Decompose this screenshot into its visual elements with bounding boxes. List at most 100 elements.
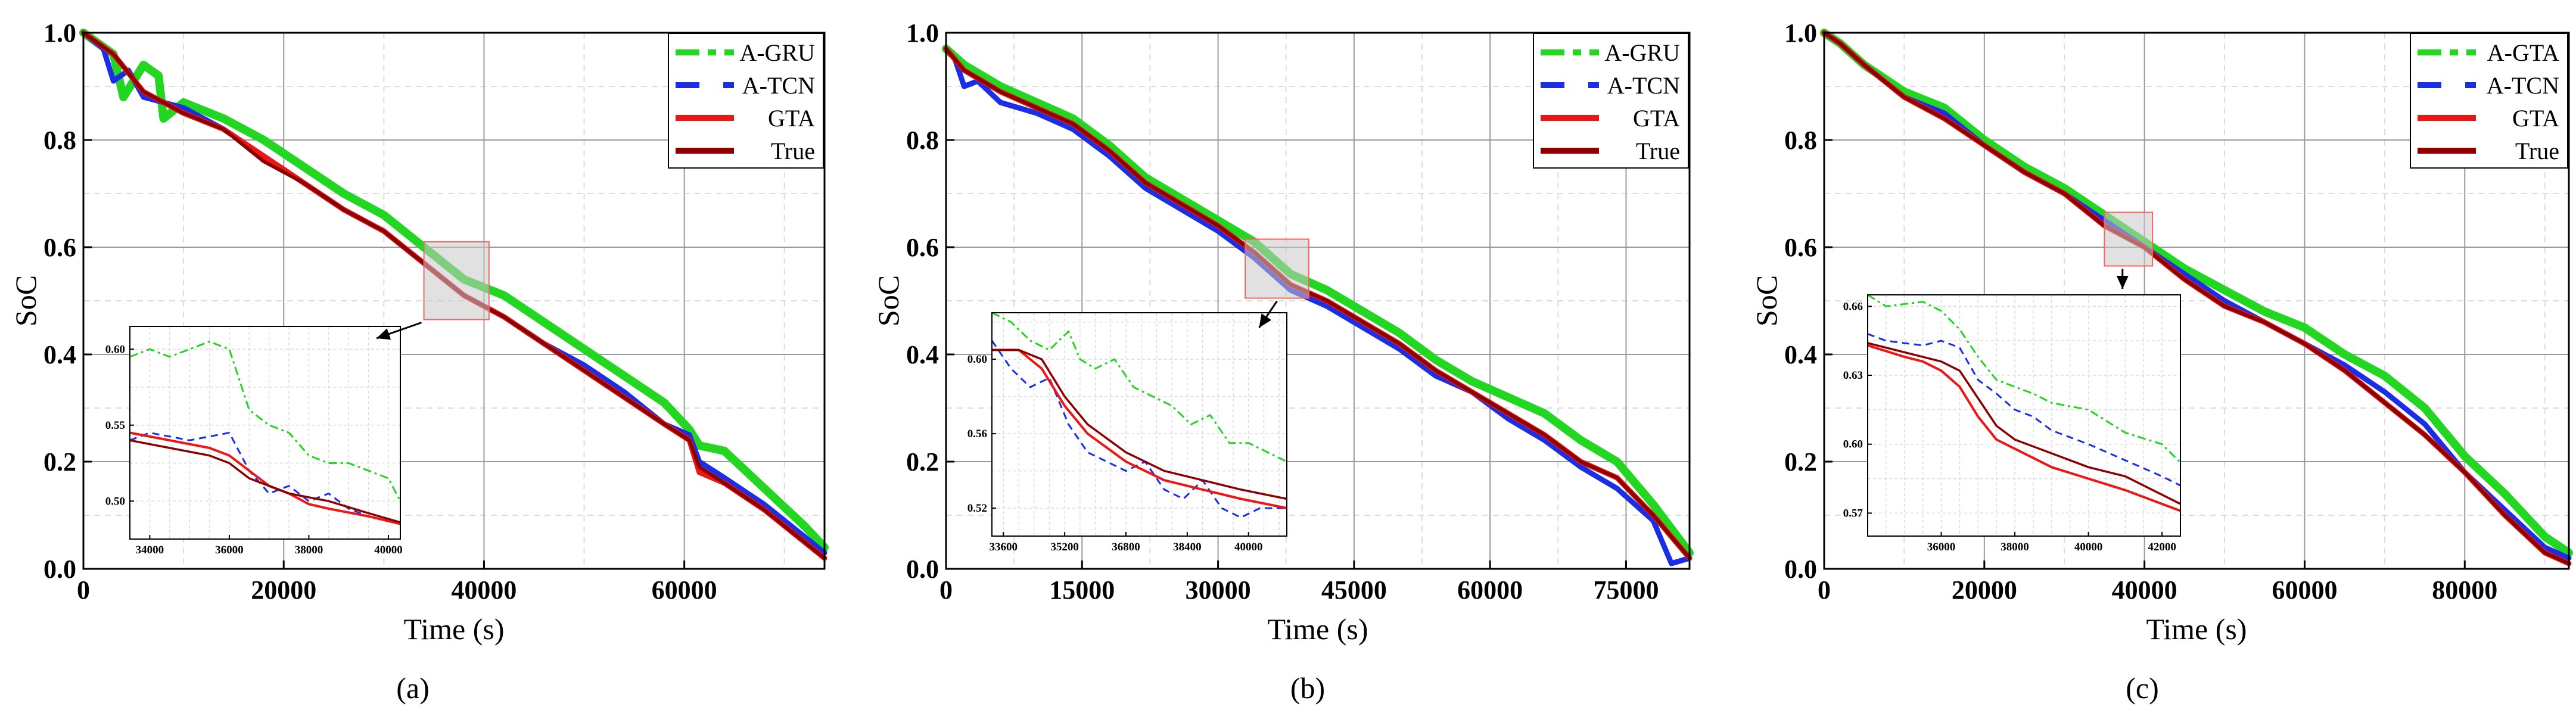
- legend-label: A-TCN: [1607, 72, 1680, 99]
- inset-x-tick-label: 34000: [136, 544, 164, 556]
- legend-label: True: [1636, 138, 1680, 164]
- inset-x-tick-label: 38400: [1173, 541, 1202, 553]
- plot-frame: [82, 32, 826, 570]
- series-line-a-gta: [1820, 29, 2573, 557]
- legend-label: A-GRU: [739, 39, 815, 66]
- legend: A-GRU A-TCN GTA True: [1533, 33, 1689, 169]
- y-tick-label: 1.0: [1784, 18, 1817, 48]
- inset-x-tick-label: 36000: [215, 544, 244, 556]
- inset-x-tick-label: 42000: [2148, 541, 2176, 553]
- chart-panel-c: 0 20000 40000 60000 80000 0.0 0.2 0.4 0.6 0.8 1.0 T…: [1750, 18, 2573, 705]
- legend: A-GTA A-TCN GTA True: [2410, 33, 2568, 169]
- x-axis-title: Time (s): [1267, 612, 1368, 646]
- x-tick-label: 60000: [652, 575, 717, 605]
- x-tick-label: 0: [1818, 575, 1831, 605]
- panel-caption: (a): [396, 671, 430, 705]
- inset-series-a-gru: [129, 341, 402, 502]
- x-tick-label: 0: [77, 575, 90, 605]
- y-tick-label: 0.0: [1784, 555, 1817, 584]
- x-tick-label: 20000: [1952, 575, 2017, 605]
- legend-label: True: [771, 138, 815, 164]
- legend-box: [2410, 33, 2568, 169]
- inset-background: [992, 313, 1287, 536]
- inset-frame: [991, 312, 1287, 537]
- y-tick-label: 0.8: [1784, 126, 1817, 155]
- inset-x-tick-label: 33600: [990, 541, 1018, 553]
- inset-y-tick-label: 0.52: [967, 502, 987, 515]
- legend: A-GRU A-TCN GTA True: [668, 33, 824, 169]
- inset-panel: 36000 38000 40000 42000 0.57 0.60 0.63 0.66: [1843, 294, 2182, 553]
- inset-y-tick-label: 0.57: [1843, 507, 1863, 519]
- y-tick-label: 0.0: [43, 555, 76, 584]
- inset-series-a-tcn: [1867, 333, 2181, 487]
- inset-y-tick-label: 0.60: [1843, 438, 1863, 451]
- y-tick-label: 0.8: [43, 126, 76, 155]
- inset-x-tick-label: 40000: [1234, 541, 1263, 553]
- legend-label: A-TCN: [742, 72, 815, 99]
- x-tick-label: 75000: [1593, 575, 1659, 605]
- x-tick-label: 15000: [1049, 575, 1115, 605]
- legend-label: A-GTA: [2487, 39, 2559, 66]
- plot-frame: [945, 32, 1691, 570]
- y-tick-label: 1.0: [43, 18, 76, 48]
- y-tick-label: 0.4: [43, 340, 76, 369]
- y-axis-title: SoC: [1750, 275, 1783, 326]
- inset-y-tick-label: 0.60: [105, 343, 125, 356]
- y-tick-label: 0.8: [906, 126, 939, 155]
- y-tick-label: 0.2: [1784, 447, 1817, 477]
- inset-x-tick-label: 40000: [374, 544, 403, 556]
- inset-frame: [1867, 294, 2181, 537]
- y-tick-label: 0.6: [1784, 233, 1817, 262]
- inset-series-true: [129, 439, 401, 524]
- chart-panel-b: 0 15000 30000 45000 60000 75000 0.0 0.2 0.4 0.6 0.…: [872, 18, 1694, 705]
- y-axis-title: SoC: [872, 275, 905, 326]
- legend-label: A-GRU: [1604, 39, 1680, 66]
- inset-panel: 33600 35200 36800 38400 40000 0.52 0.56 0.60: [967, 312, 1287, 553]
- legend-box: [1533, 33, 1689, 169]
- inset-series-true: [1867, 342, 2181, 505]
- x-tick-label: 60000: [2272, 575, 2337, 605]
- x-tick-label: 20000: [251, 575, 316, 605]
- x-tick-label: 40000: [2112, 575, 2177, 605]
- panel-caption: (b): [1290, 671, 1325, 705]
- inset-y-tick-label: 0.60: [967, 353, 987, 366]
- legend-label: GTA: [1633, 105, 1680, 132]
- inset-background: [130, 326, 400, 539]
- inset-x-tick-label: 38000: [295, 544, 323, 556]
- zoom-arrow-head: [377, 328, 391, 340]
- y-tick-label: 0.6: [906, 233, 939, 262]
- panel-caption: (c): [2126, 671, 2159, 705]
- inset-y-tick-label: 0.66: [1843, 300, 1863, 313]
- y-tick-label: 0.2: [906, 447, 939, 477]
- legend-label: True: [2515, 138, 2559, 164]
- inset-series-gta: [1867, 344, 2181, 512]
- x-tick-label: 80000: [2432, 575, 2497, 605]
- y-tick-label: 0.2: [43, 447, 76, 477]
- series-line-true: [1822, 31, 2571, 565]
- inset-series-true: [992, 348, 1287, 500]
- inset-x-tick-label: 38000: [2001, 541, 2029, 553]
- x-tick-label: 0: [939, 575, 953, 605]
- zoom-region: [1245, 238, 1309, 299]
- x-tick-label: 60000: [1457, 575, 1523, 605]
- x-tick-label: 40000: [451, 575, 517, 605]
- inset-x-tick-label: 36000: [1927, 541, 1956, 553]
- legend-label: A-TCN: [2487, 72, 2559, 99]
- inset-frame: [129, 326, 401, 540]
- x-tick-label: 45000: [1321, 575, 1387, 605]
- x-tick-label: 30000: [1186, 575, 1251, 605]
- inset-background: [1868, 295, 2180, 536]
- inset-x-tick-label: 35200: [1050, 541, 1079, 553]
- inset-x-tick-label: 40000: [2074, 541, 2103, 553]
- y-tick-label: 0.4: [906, 340, 939, 369]
- zoom-region: [2104, 211, 2154, 267]
- y-tick-label: 1.0: [906, 18, 939, 48]
- legend-box: [668, 33, 824, 169]
- plot-frame: [1823, 32, 2570, 570]
- inset-series-gta: [992, 348, 1287, 510]
- x-axis-title: Time (s): [403, 612, 504, 646]
- inset-panel: 34000 36000 38000 40000 0.50 0.55 0.60: [105, 326, 403, 556]
- y-axis-title: SoC: [9, 275, 42, 326]
- inset-y-tick-label: 0.63: [1843, 369, 1863, 382]
